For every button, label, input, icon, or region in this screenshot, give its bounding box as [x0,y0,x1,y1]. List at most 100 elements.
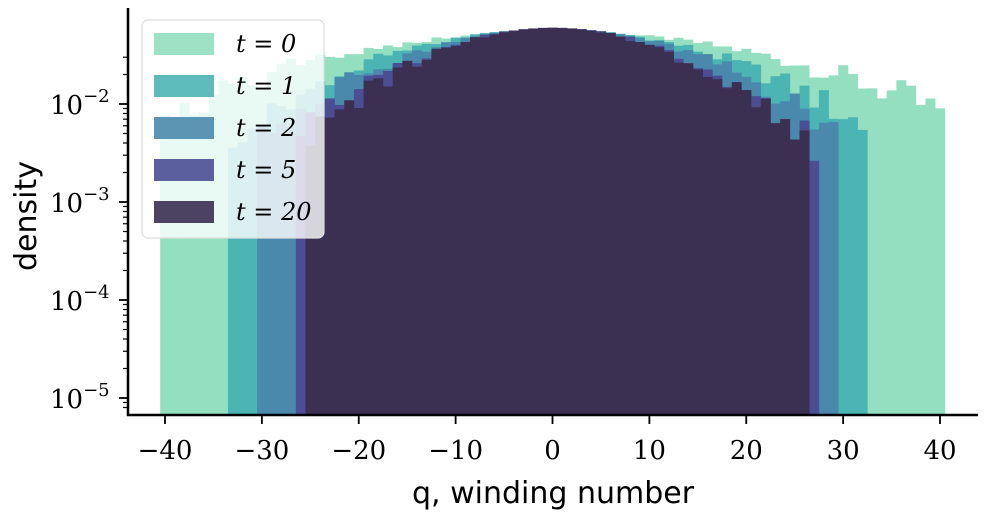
bar [470,37,481,416]
bar [731,82,742,415]
bar [722,88,733,415]
legend-swatch [154,159,214,181]
bar [596,32,607,415]
bar [789,139,800,415]
bar [198,112,209,416]
bar [567,28,578,416]
bar [499,32,510,415]
bar [818,122,829,416]
x-tick-label: 0 [544,436,561,466]
bar [809,160,820,415]
x-axis-label: q, winding number [412,476,695,511]
bar [489,34,500,415]
bar [450,46,461,415]
bar [334,109,345,415]
bar [702,76,713,415]
bar [935,108,946,416]
bar [208,95,219,415]
bar [654,47,665,415]
legend-swatch [154,33,214,55]
x-tick-label: −40 [138,436,193,466]
legend-swatch [154,117,214,139]
bar [557,27,568,416]
x-tick-label: −20 [331,436,386,466]
bar [586,30,597,416]
legend-box [141,19,325,239]
bar [305,145,316,416]
bar [828,121,839,416]
bar [741,90,752,415]
legend-label: t = 20 [236,198,312,226]
bar [906,85,917,416]
bar [373,78,384,416]
bars-layer [160,27,946,416]
bar [760,98,771,415]
legend-label: t = 1 [236,72,296,100]
bar [673,62,684,415]
bar [324,117,335,416]
bar [770,123,781,416]
bar [392,67,403,415]
bar [315,116,326,415]
y-tick-label: 10−3 [50,184,110,219]
bar [518,29,529,416]
bar [799,130,810,415]
bar [615,36,626,415]
bar [867,88,878,416]
legend: t = 0 t = 1 t = 2 t = 5 t = 20 [141,19,325,239]
bar [257,125,268,415]
bar [276,123,287,415]
y-axis-label: density [9,161,44,271]
y-tick-label: 10−2 [50,86,110,121]
bar [169,116,180,416]
x-tick-label: 10 [633,436,666,466]
bar [625,41,636,415]
bar [189,114,200,416]
bar [382,86,393,415]
series-t20 [305,27,810,416]
bar [441,47,452,415]
legend-swatch [154,75,214,97]
bar [237,142,248,415]
bar [634,41,645,416]
bar [838,119,849,415]
bar [915,104,926,415]
legend-label: t = 5 [236,156,296,184]
bar [412,66,423,415]
bar [857,129,868,415]
y-tick-label: 10−5 [50,380,110,415]
x-tick-label: 30 [827,436,860,466]
bar [286,126,297,415]
bar [877,98,888,415]
bar [227,147,238,415]
y-tick-label: 10−4 [50,282,110,317]
bar [479,37,490,415]
bar [683,63,694,416]
legend-label: t = 0 [236,30,296,58]
bar [247,128,258,415]
bar [344,100,355,415]
bar [218,80,229,415]
bar [402,60,413,416]
bar [692,69,703,415]
bar [925,98,936,416]
bar [421,59,432,415]
legend-swatch [154,201,214,223]
x-tick-label: −10 [428,436,483,466]
bar [363,80,374,415]
legend-label: t = 2 [236,114,296,142]
bar [896,80,907,415]
bar [431,48,442,415]
bar [663,51,674,416]
bar [780,119,791,415]
bar [537,27,548,415]
bar [179,102,190,415]
bar [266,133,277,415]
bar [508,30,519,415]
ticks-layer: −40 −30 −20 −10 0 10 20 30 40 10−5 10−4 10−3 10−2 [50,56,957,466]
bar [605,32,616,415]
bar [295,136,306,415]
bar [751,107,762,415]
x-tick-label: −30 [234,436,289,466]
